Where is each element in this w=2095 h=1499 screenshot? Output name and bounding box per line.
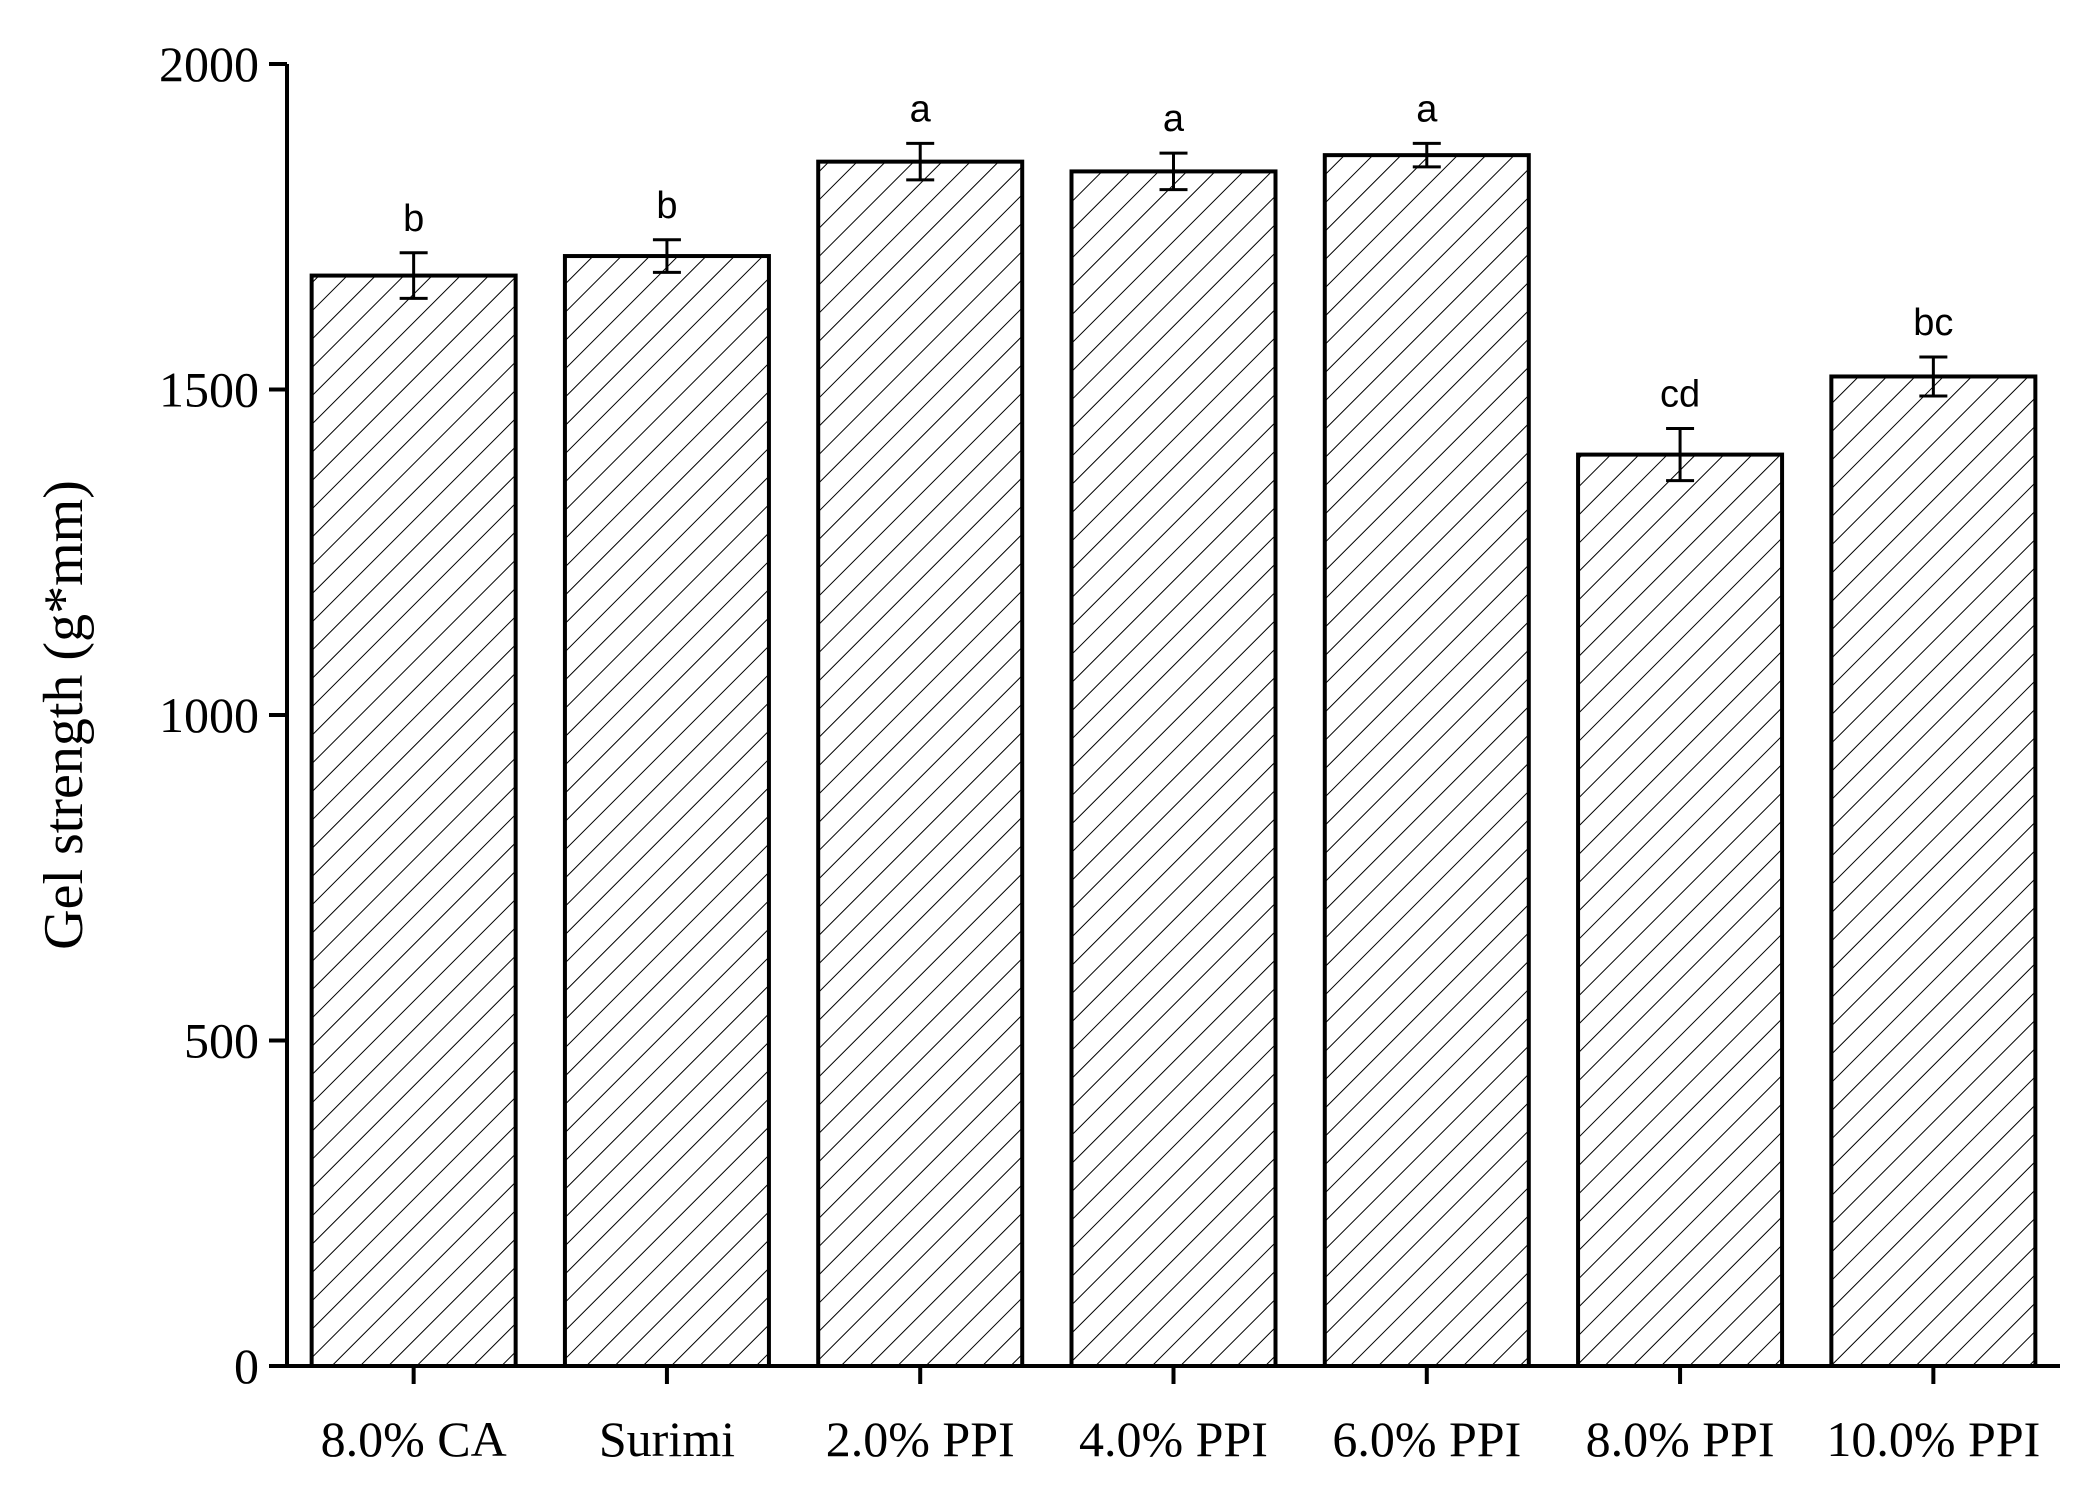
x-tick-label: 8.0% PPI xyxy=(1586,1411,1775,1467)
x-axis-ticks: 8.0% CA Surimi 2.0% PPI 4.0% PPI 6.0% PPI 8.0… xyxy=(321,1366,2040,1467)
significance-letter: b xyxy=(656,185,677,227)
y-axis-title: Gel strength (g*mm) xyxy=(33,480,95,950)
significance-letter: a xyxy=(1163,98,1185,140)
bar xyxy=(816,159,1025,1368)
bar xyxy=(1322,153,1531,1368)
bar xyxy=(1576,452,1785,1369)
x-tick-label: 8.0% CA xyxy=(321,1411,507,1467)
significance-labels: b b a a a cd bc xyxy=(403,88,1953,415)
significance-letter: cd xyxy=(1660,374,1700,416)
significance-letter: b xyxy=(403,198,424,240)
x-tick-label: 10.0% PPI xyxy=(1826,1411,2040,1467)
bar xyxy=(1069,169,1278,1368)
y-tick-label: 1000 xyxy=(159,687,259,743)
significance-letter: a xyxy=(910,88,932,130)
x-tick-label: Surimi xyxy=(599,1411,735,1467)
x-tick-label: 6.0% PPI xyxy=(1332,1411,1521,1467)
y-tick-label: 0 xyxy=(234,1338,259,1394)
y-tick-label: 2000 xyxy=(159,36,259,92)
bars xyxy=(309,153,2038,1369)
significance-letter: a xyxy=(1416,88,1438,130)
bar xyxy=(562,254,771,1368)
y-axis: 0 500 1000 1500 2000 xyxy=(159,36,289,1394)
x-tick-label: 4.0% PPI xyxy=(1079,1411,1268,1467)
y-tick-label: 1500 xyxy=(159,362,259,418)
significance-letter: bc xyxy=(1913,302,1953,344)
bar xyxy=(1829,374,2038,1369)
error-bars xyxy=(399,141,1948,483)
x-axis: 8.0% CA Surimi 2.0% PPI 4.0% PPI 6.0% PPI 8.0… xyxy=(287,1364,2060,1467)
y-tick-label: 500 xyxy=(184,1013,259,1069)
x-tick-label: 2.0% PPI xyxy=(826,1411,1015,1467)
y-axis-ticks: 0 500 1000 1500 2000 xyxy=(159,36,287,1394)
bar xyxy=(309,273,518,1369)
